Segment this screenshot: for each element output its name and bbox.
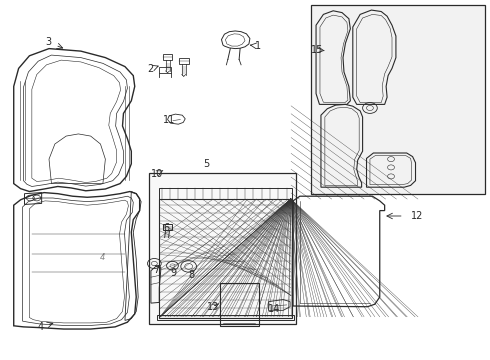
Text: 4: 4 (100, 253, 105, 262)
Text: 7: 7 (153, 265, 159, 275)
Text: 15: 15 (311, 45, 324, 55)
Text: 14: 14 (269, 303, 280, 314)
Text: 9: 9 (171, 267, 176, 278)
Text: 13: 13 (207, 302, 220, 312)
Bar (160, 199, 291, 317)
Text: 10: 10 (151, 168, 163, 179)
Bar (149, 173, 296, 324)
Text: 4: 4 (38, 322, 44, 332)
Text: 12: 12 (411, 211, 424, 221)
Text: 1: 1 (255, 41, 261, 51)
Text: 6: 6 (164, 222, 170, 233)
Bar (311, 5, 485, 194)
Text: 3: 3 (45, 37, 51, 48)
Text: 11: 11 (163, 114, 175, 125)
Text: 2: 2 (147, 64, 153, 74)
Text: 5: 5 (204, 159, 210, 169)
Text: 8: 8 (188, 270, 194, 280)
